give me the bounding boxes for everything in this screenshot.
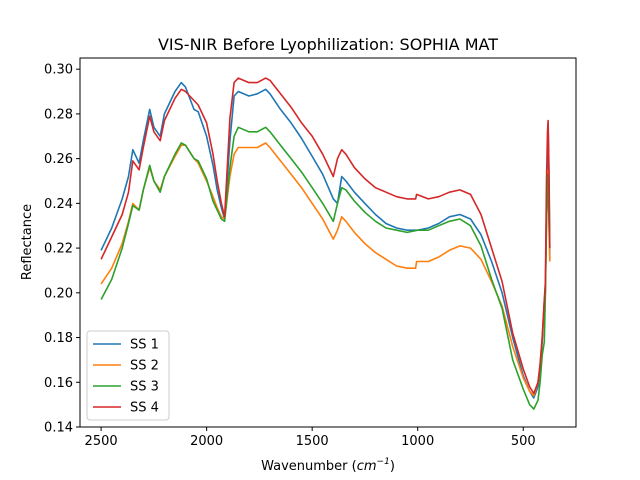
legend: SS 1 SS 2 SS 3 SS 4 <box>86 330 170 421</box>
y-tick-label: 0.16 <box>44 376 73 391</box>
x-tick-label: 500 <box>511 434 536 449</box>
series-line-ss-4 <box>100 77 551 395</box>
x-axis-ticks: 2500 2000 1500 1000 500 <box>85 427 536 449</box>
x-tick-label: 1000 <box>401 434 434 449</box>
x-axis-label-unit: cm <box>357 459 377 474</box>
y-tick-label: 0.20 <box>44 286 73 301</box>
x-axis-label-main: Wavenumber ( <box>261 459 357 474</box>
y-axis-label: Reflectance <box>20 204 35 280</box>
y-tick-label: 0.22 <box>44 242 73 257</box>
x-tick-label: 1500 <box>296 434 329 449</box>
legend-label-ss-3: SS 3 <box>130 380 159 395</box>
y-tick-label: 0.28 <box>44 107 73 122</box>
legend-box <box>86 330 170 421</box>
legend-label-ss-1: SS 1 <box>130 338 159 353</box>
series-line-ss-3 <box>100 126 551 410</box>
y-tick-label: 0.30 <box>44 63 73 78</box>
series-layer <box>100 77 551 410</box>
legend-label-ss-4: SS 4 <box>130 401 159 416</box>
x-axis-label-close: ) <box>390 459 395 474</box>
chart-title: VIS-NIR Before Lyophilization: SOPHIA MA… <box>158 35 498 54</box>
x-tick-label: 2000 <box>190 434 223 449</box>
legend-label-ss-2: SS 2 <box>130 359 159 374</box>
plot-frame <box>79 57 577 428</box>
x-axis-label: Wavenumber (cm−1) <box>261 457 395 474</box>
series-line-ss-2 <box>100 142 551 397</box>
x-tick-label: 2500 <box>85 434 118 449</box>
x-axis-label-exponent: −1 <box>377 457 390 467</box>
y-tick-label: 0.24 <box>44 197 73 212</box>
y-tick-label: 0.14 <box>44 421 73 436</box>
y-axis-ticks: 0.14 0.16 0.18 0.20 0.22 0.24 0.26 0.28 0.30 <box>44 63 80 436</box>
y-tick-label: 0.26 <box>44 152 73 167</box>
y-tick-label: 0.18 <box>44 331 73 346</box>
